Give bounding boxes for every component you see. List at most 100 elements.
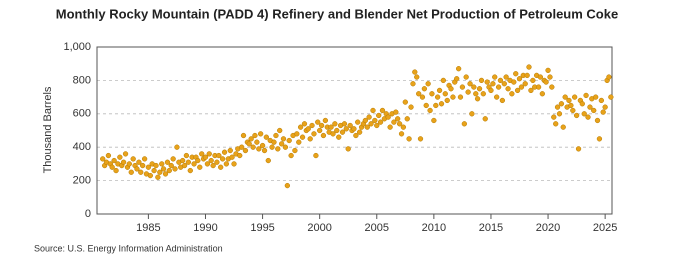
data-point	[494, 94, 500, 100]
data-point	[370, 107, 376, 114]
data-point	[140, 162, 146, 169]
y-tick-label: 800	[73, 74, 91, 86]
data-point	[332, 121, 338, 127]
data-point	[297, 124, 304, 130]
data-point	[366, 114, 372, 120]
data-point	[195, 157, 201, 164]
data-point	[159, 161, 165, 167]
y-tick-label: 600	[73, 108, 91, 120]
data-point	[461, 121, 468, 127]
data-point	[454, 76, 460, 82]
data-point	[256, 146, 262, 152]
data-point	[581, 111, 587, 117]
data-point	[227, 147, 233, 154]
data-point	[606, 74, 612, 80]
data-point	[583, 92, 589, 99]
x-tick-label: 2015	[479, 222, 503, 234]
data-point	[490, 81, 496, 87]
data-point	[514, 87, 521, 94]
data-point	[364, 124, 370, 130]
data-point	[516, 76, 523, 82]
data-point	[566, 97, 572, 104]
x-tick-label: 1985	[136, 222, 160, 234]
data-point	[168, 162, 174, 169]
data-point	[412, 69, 418, 75]
data-point	[179, 157, 186, 164]
data-point	[242, 147, 249, 154]
data-point	[147, 172, 153, 179]
data-point	[594, 117, 601, 124]
data-point	[417, 136, 424, 142]
data-point	[311, 131, 317, 137]
x-tick-label: 2005	[365, 222, 389, 234]
data-point	[128, 169, 134, 175]
data-point	[208, 157, 214, 164]
data-point	[351, 126, 357, 132]
data-point	[549, 84, 555, 90]
data-point	[431, 117, 437, 124]
data-point	[278, 141, 285, 147]
data-point	[465, 89, 471, 95]
data-point	[309, 122, 315, 129]
data-point	[206, 151, 212, 157]
data-point	[482, 116, 488, 122]
data-point	[503, 74, 509, 80]
data-point	[172, 166, 178, 172]
data-point	[553, 121, 559, 127]
y-tick-label: 0	[85, 208, 91, 220]
data-point	[478, 77, 485, 84]
data-point	[322, 117, 329, 124]
data-point	[160, 166, 167, 172]
data-point	[457, 94, 464, 100]
data-point	[488, 87, 494, 94]
data-point	[396, 121, 403, 127]
data-point	[528, 87, 534, 94]
data-point	[419, 94, 426, 100]
data-point	[181, 162, 188, 169]
data-point	[214, 159, 220, 165]
data-point	[239, 144, 245, 150]
data-point	[467, 81, 473, 87]
data-point	[385, 114, 391, 120]
data-point	[398, 131, 405, 137]
data-point	[379, 107, 386, 114]
data-point	[497, 77, 504, 84]
data-point	[427, 107, 433, 114]
x-tick-label: 2020	[536, 222, 560, 234]
data-point	[376, 112, 382, 119]
data-point	[393, 109, 399, 115]
data-point	[535, 84, 542, 90]
data-point	[554, 104, 561, 110]
data-point	[286, 137, 292, 144]
data-point	[530, 77, 536, 84]
data-point	[219, 156, 226, 162]
data-point	[484, 79, 490, 85]
data-point	[141, 156, 148, 162]
data-point	[433, 102, 439, 109]
x-tick-label: 1995	[250, 222, 274, 234]
data-point	[425, 81, 431, 87]
data-point	[185, 159, 192, 165]
data-point	[145, 164, 152, 170]
data-point	[248, 136, 254, 142]
data-point	[429, 91, 435, 97]
data-point	[320, 132, 327, 139]
data-point	[522, 81, 528, 87]
data-point	[231, 161, 237, 167]
data-point	[315, 119, 321, 125]
data-point	[355, 119, 361, 125]
data-point	[568, 102, 574, 109]
data-point	[404, 116, 410, 122]
data-point	[543, 79, 549, 85]
data-point	[593, 94, 599, 100]
data-point	[416, 91, 422, 97]
data-point	[353, 132, 359, 139]
y-tick-label: 1,000	[63, 41, 91, 53]
data-point	[334, 127, 340, 134]
data-point	[313, 152, 319, 159]
data-point	[284, 182, 291, 189]
data-point	[113, 167, 119, 174]
data-point	[157, 169, 163, 175]
plot-frame	[96, 46, 613, 215]
data-point	[164, 159, 171, 165]
